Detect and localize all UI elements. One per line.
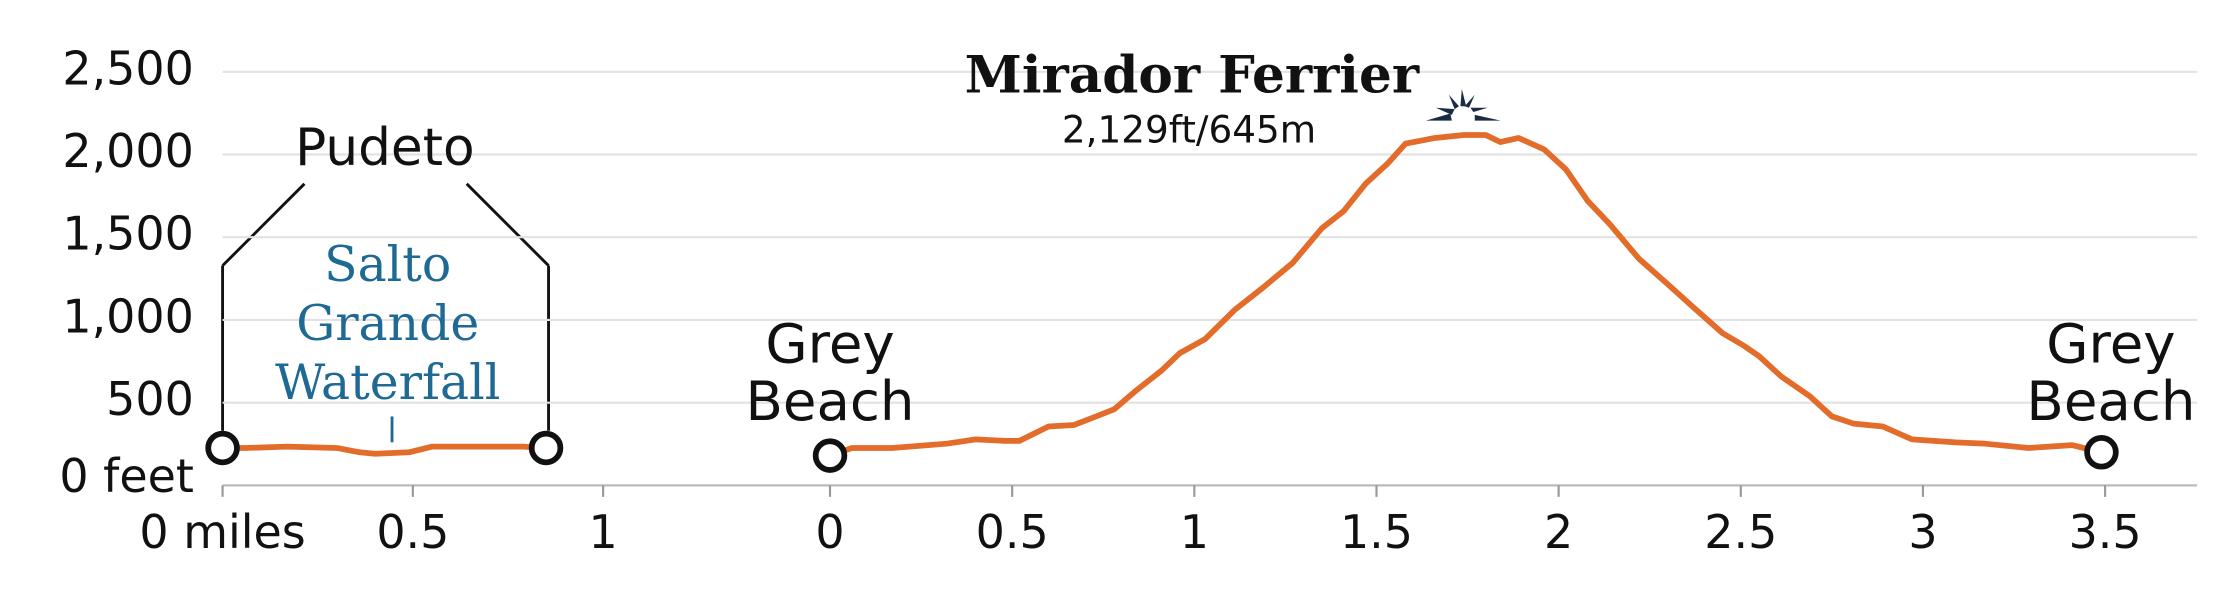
x-tick-label: 2	[1544, 505, 1573, 559]
x-tick-label: 1	[589, 505, 618, 559]
trailhead-marker	[2084, 435, 2119, 470]
annotation: Mirador Ferrier	[965, 44, 1420, 105]
y-tick-label: 2,000	[62, 124, 194, 178]
x-tick-label: 0 miles	[139, 505, 305, 559]
annotation: Beach	[2026, 369, 2195, 433]
annotation: Salto	[324, 236, 451, 293]
x-tick-label: 3.5	[2069, 505, 2142, 559]
annotation: Grande	[296, 295, 479, 352]
annotation: Grey	[2046, 312, 2175, 376]
summit-icon	[1425, 89, 1501, 121]
elevation-line	[222, 443, 547, 457]
y-tick-label: 1,000	[62, 289, 194, 343]
y-tick-label: 0 feet	[59, 449, 194, 503]
annotation: Grey	[765, 312, 894, 376]
plot: 0 feet 500 1,000 1,500 2,000 2,500 0 miles 0.5 1…	[59, 41, 2198, 559]
bracket	[465, 182, 550, 267]
annotation: 2,129ft/645m	[1062, 108, 1316, 152]
y-tick-label: 500	[106, 372, 194, 426]
x-tick-label: 2.5	[1704, 505, 1777, 559]
x-tick-label: 1.5	[1340, 505, 1413, 559]
x-tick-label: 0	[815, 505, 844, 559]
trailhead-marker	[812, 438, 848, 473]
annotation: Waterfall	[275, 354, 500, 411]
x-tick-label: 1	[1180, 505, 1209, 559]
annotation: Pudeto	[295, 118, 475, 178]
bracket	[221, 182, 306, 267]
elevation-line	[829, 132, 2103, 459]
x-tick-label: 3	[1908, 505, 1937, 559]
trailhead-marker	[528, 430, 564, 466]
annotation: Beach	[746, 369, 915, 433]
y-tick-label: 1,500	[62, 207, 194, 261]
y-tick-label: 2,500	[62, 41, 194, 95]
x-tick-label: 0.5	[376, 505, 449, 559]
x-tick-label: 0.5	[976, 505, 1049, 559]
trailhead-marker	[205, 430, 240, 466]
